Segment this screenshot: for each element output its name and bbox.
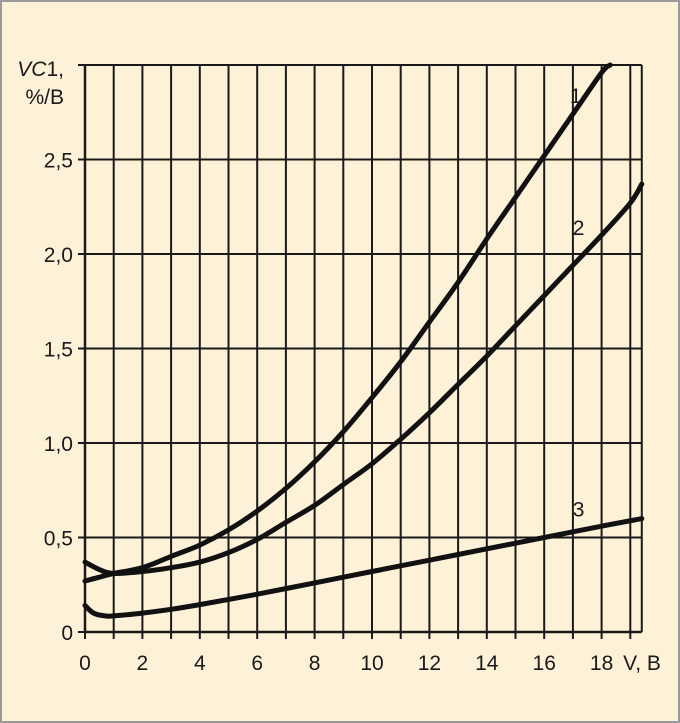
curves [82,62,645,619]
series-label-1: 1 [570,85,582,108]
series-line-3 [82,516,645,619]
y-tick-label: 0 [61,622,73,645]
y-axis-title-line1: VC1, [17,58,64,81]
x-tick-label: 0 [79,652,91,675]
x-tick-label: 2 [137,652,149,675]
y-axis-title-italic: VC [17,58,47,81]
y-tick-label: 1,0 [44,433,73,456]
grid [84,64,642,632]
y-tick-label: 0,5 [44,528,73,551]
x-tick-label: 16 [533,652,556,675]
y-axis-title-rest: 1, [46,58,64,81]
y-tick-label: 2,0 [44,244,73,267]
x-axis-title: V, B [623,652,661,675]
x-tick-label: 10 [360,652,383,675]
y-tick-label: 2,5 [44,150,73,173]
x-tick-label: 18 [590,652,613,675]
axes [78,64,643,639]
series-line-2 [82,181,645,576]
series-label-3: 3 [573,499,585,522]
x-tick-label: 8 [309,652,321,675]
x-tick-label: 6 [251,652,263,675]
y-tick-label: 1,5 [44,339,73,362]
series-line-1 [82,62,613,584]
y-axis-title-line2: %/B [25,86,64,109]
x-tick-label: 4 [194,652,206,675]
x-tick-label: 14 [475,652,499,675]
series-label-2: 2 [573,217,585,240]
x-tick-label: 12 [418,652,441,675]
